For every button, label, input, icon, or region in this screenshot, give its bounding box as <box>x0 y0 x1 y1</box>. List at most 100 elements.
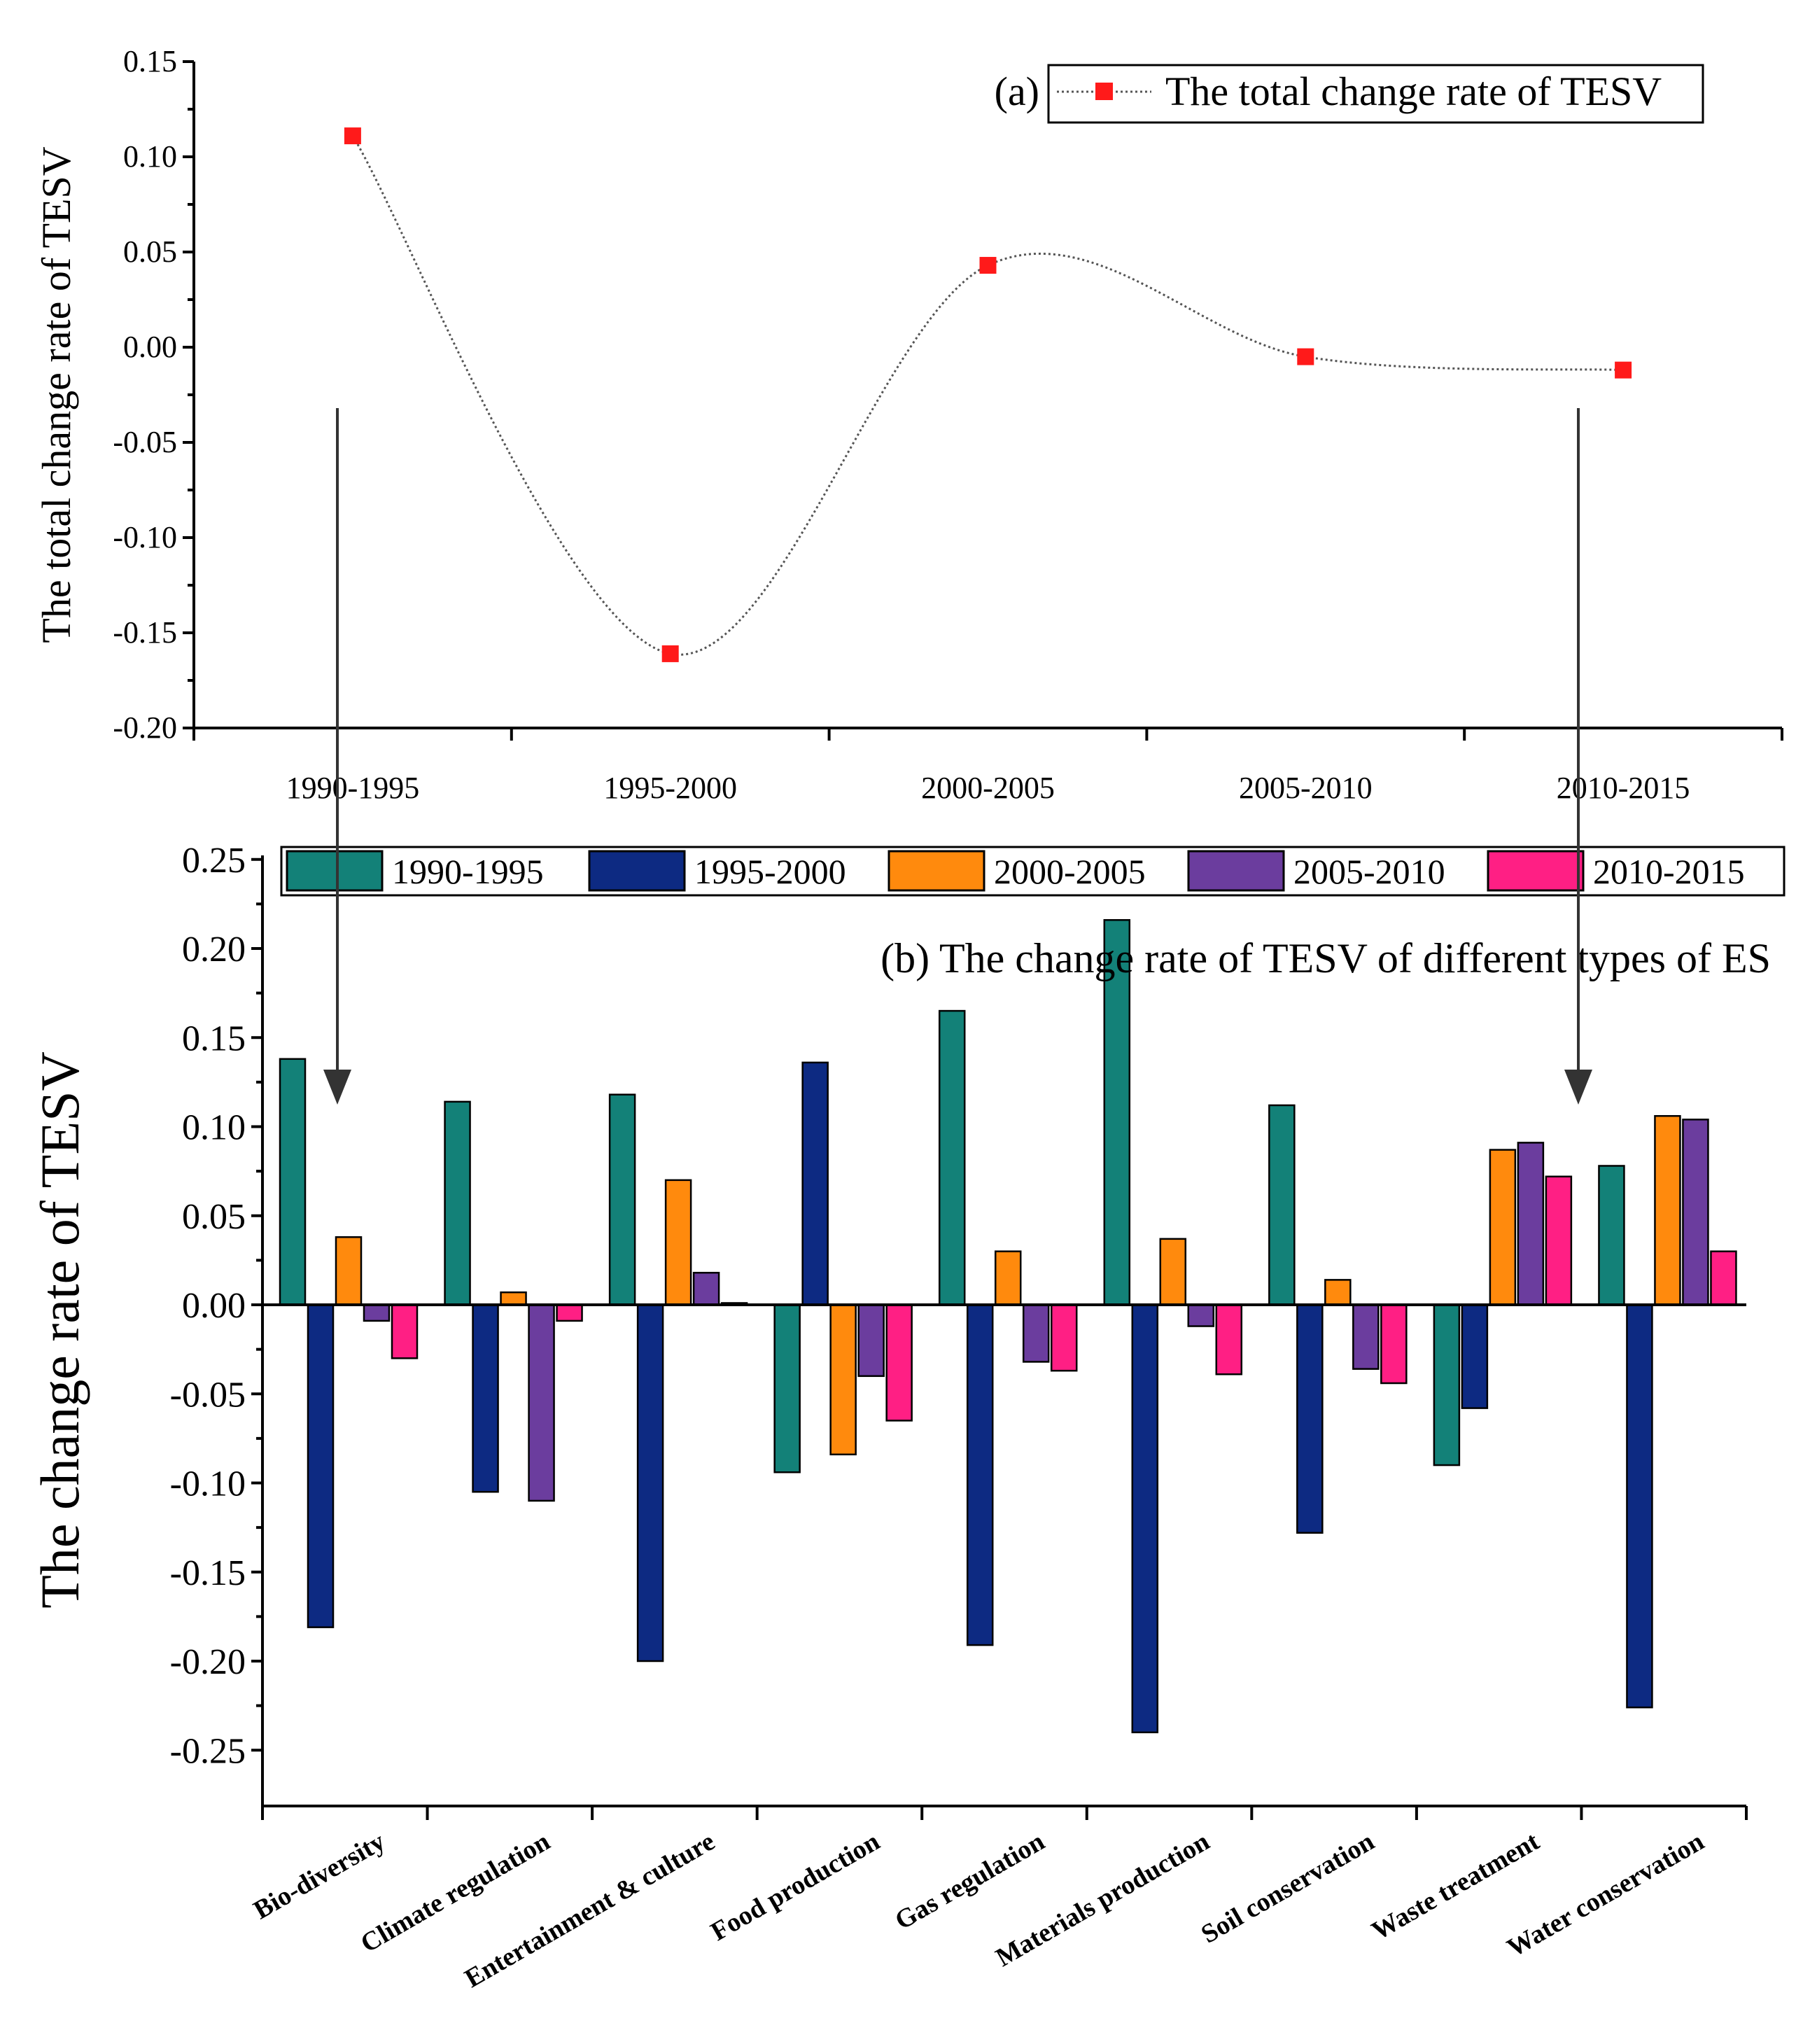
panel-a-x-tick-label: 2000-2005 <box>921 771 1055 805</box>
bar-1995-2000-waste-treatment <box>1461 1303 1489 1409</box>
bar-1995-2000-entertainment-culture <box>636 1303 664 1662</box>
bar-2000-2005-materials-production <box>1159 1238 1187 1306</box>
bar-2000-2005-climate-regulation <box>500 1291 527 1306</box>
panel-b-legend: 1990-1995 1995-2000 2000-2005 2005-2010 2010… <box>280 846 1786 897</box>
panel-a-point-1995-2000 <box>661 645 679 662</box>
bar-2010-2015-bio-diversity <box>391 1303 419 1359</box>
bar-2000-2005-food-production <box>829 1303 857 1456</box>
panel-a-y-tick-label: -0.15 <box>113 615 177 650</box>
bar-1990-1995-waste-treatment <box>1433 1303 1461 1466</box>
bar-2005-2010-materials-production <box>1187 1303 1215 1327</box>
panel-a-label: (a) <box>995 69 1039 114</box>
bar-2005-2010-water-conservation <box>1682 1119 1709 1306</box>
bar-1990-1995-gas-regulation <box>938 1009 966 1306</box>
panel-b-x-tick-label: Food production <box>706 1826 885 1947</box>
bar-2005-2010-entertainment-culture <box>692 1271 720 1306</box>
connector-arrows <box>323 408 1592 1105</box>
bar-1990-1995-water-conservation <box>1598 1165 1625 1306</box>
bar-1990-1995-food-production <box>773 1303 801 1474</box>
panel-b-x-tick-label: Bio-diversity <box>248 1826 390 1925</box>
bar-1990-1995-bio-diversity <box>279 1058 307 1306</box>
bar-2010-2015-food-production <box>885 1303 913 1422</box>
legend-swatch-2000-2005 <box>888 850 985 892</box>
bar-2005-2010-gas-regulation <box>1022 1303 1050 1363</box>
bar-1995-2000-water-conservation <box>1626 1303 1653 1709</box>
panel-b-axes <box>261 855 1746 1807</box>
legend-swatch-1995-2000 <box>588 850 686 892</box>
panel-a: 0.15 0.10 0.05 0.00 -0.05 -0.10 -0.15 -0.20 199… <box>34 44 1783 805</box>
bar-1990-1995-materials-production <box>1103 919 1131 1306</box>
panel-b-bars <box>279 919 1737 1734</box>
bar-2000-2005-soil-conservation <box>1324 1279 1352 1306</box>
panel-a-series-line <box>351 135 1624 656</box>
panel-a-x-tick-label: 2005-2010 <box>1239 771 1373 805</box>
panel-a-point-2005-2010 <box>1297 348 1314 365</box>
bar-1995-2000-soil-conservation <box>1296 1303 1324 1534</box>
panel-a-axes <box>192 62 1782 729</box>
panel-a-legend: (a) The total change rate of TESV <box>995 64 1704 124</box>
bar-1995-2000-climate-regulation <box>472 1303 499 1493</box>
bar-2005-2010-bio-diversity <box>363 1303 391 1322</box>
bar-2010-2015-waste-treatment <box>1545 1175 1573 1306</box>
bar-1990-1995-climate-regulation <box>444 1100 471 1306</box>
panel-a-y-tick-label: 0.10 <box>123 139 177 174</box>
bar-1990-1995-entertainment-culture <box>608 1093 636 1306</box>
panel-a-x-tick-label: 1990-1995 <box>286 771 420 805</box>
bar-2010-2015-water-conservation <box>1710 1250 1737 1306</box>
panel-b-y-tick-label: 0.10 <box>182 1108 246 1148</box>
bar-2000-2005-water-conservation <box>1654 1114 1681 1306</box>
panel-b-y-tick-label: -0.10 <box>170 1464 246 1504</box>
panel-b-y-tick-label: -0.25 <box>170 1731 246 1771</box>
panel-b-y-tick-label: -0.20 <box>170 1642 246 1682</box>
panel-a-x-ticks: 1990-1995 1995-2000 2000-2005 2005-2010 2010… <box>192 728 1783 805</box>
bar-2000-2005-waste-treatment <box>1489 1149 1517 1306</box>
legend-label-1990-1995: 1990-1995 <box>392 852 544 891</box>
bar-2005-2010-waste-treatment <box>1517 1142 1545 1306</box>
panel-b-y-tick-label: 0.25 <box>182 841 246 881</box>
legend-swatch-2005-2010 <box>1187 850 1285 892</box>
panel-a-point-1990-1995 <box>344 127 361 145</box>
bar-1995-2000-bio-diversity <box>307 1303 335 1628</box>
panel-b-y-tick-label: 0.00 <box>182 1286 246 1326</box>
panel-a-y-tick-label: 0.15 <box>123 44 177 78</box>
legend-label-2005-2010: 2005-2010 <box>1293 852 1445 891</box>
panel-a-y-ticks: 0.15 0.10 0.05 0.00 -0.05 -0.10 -0.15 -0.20 <box>113 44 194 745</box>
bar-2005-2010-climate-regulation <box>528 1303 555 1502</box>
panel-a-series-points <box>344 127 1632 662</box>
bar-2005-2010-soil-conservation <box>1352 1303 1380 1370</box>
panel-b-y-axis-label: The change rate of TESV <box>29 1051 90 1609</box>
bar-1995-2000-materials-production <box>1131 1303 1159 1734</box>
panel-a-y-tick-label: -0.20 <box>113 710 177 745</box>
panel-b-y-tick-label: 0.20 <box>182 930 246 969</box>
bar-2010-2015-climate-regulation <box>556 1303 583 1322</box>
bar-2000-2005-entertainment-culture <box>664 1179 692 1306</box>
panel-a-point-2010-2015 <box>1615 361 1632 379</box>
panel-a-legend-box <box>1047 64 1704 124</box>
panel-b-y-tick-label: 0.05 <box>182 1197 246 1237</box>
arrow-left-head <box>323 1070 351 1105</box>
panel-a-y-tick-label: -0.10 <box>113 520 177 554</box>
panel-a-legend-marker <box>1095 83 1113 100</box>
panel-b-title: (b) The change rate of TESV of different… <box>881 935 1771 981</box>
bar-2000-2005-bio-diversity <box>335 1236 363 1306</box>
panel-b-y-ticks: 0.25 0.20 0.15 0.10 0.05 0.00 -0.05 -0.10 -0.15 -… <box>170 841 262 1771</box>
panel-a-y-tick-label: 0.05 <box>123 234 177 269</box>
legend-label-2010-2015: 2010-2015 <box>1593 852 1745 891</box>
bar-1995-2000-gas-regulation <box>966 1303 994 1646</box>
panel-a-y-tick-label: 0.00 <box>123 330 177 364</box>
panel-b-y-tick-label: 0.15 <box>182 1018 246 1058</box>
panel-a-point-2000-2005 <box>979 257 997 274</box>
bar-2010-2015-gas-regulation <box>1050 1303 1078 1372</box>
panel-b-y-tick-label: -0.15 <box>170 1553 246 1593</box>
legend-label-2000-2005: 2000-2005 <box>994 852 1146 891</box>
panel-a-y-tick-label: -0.05 <box>113 425 177 459</box>
panel-b: 0.25 0.20 0.15 0.10 0.05 0.00 -0.05 -0.10 -0.15 -… <box>29 841 1786 1994</box>
bar-1995-2000-food-production <box>801 1061 829 1306</box>
bar-2000-2005-gas-regulation <box>994 1250 1022 1306</box>
panel-a-y-axis-label: The total change rate of TESV <box>34 146 79 643</box>
bar-1990-1995-soil-conservation <box>1268 1104 1296 1306</box>
panel-b-x-tick-label: Gas regulation <box>890 1826 1050 1935</box>
panel-b-x-tick-label: Soil conservation <box>1196 1826 1379 1949</box>
